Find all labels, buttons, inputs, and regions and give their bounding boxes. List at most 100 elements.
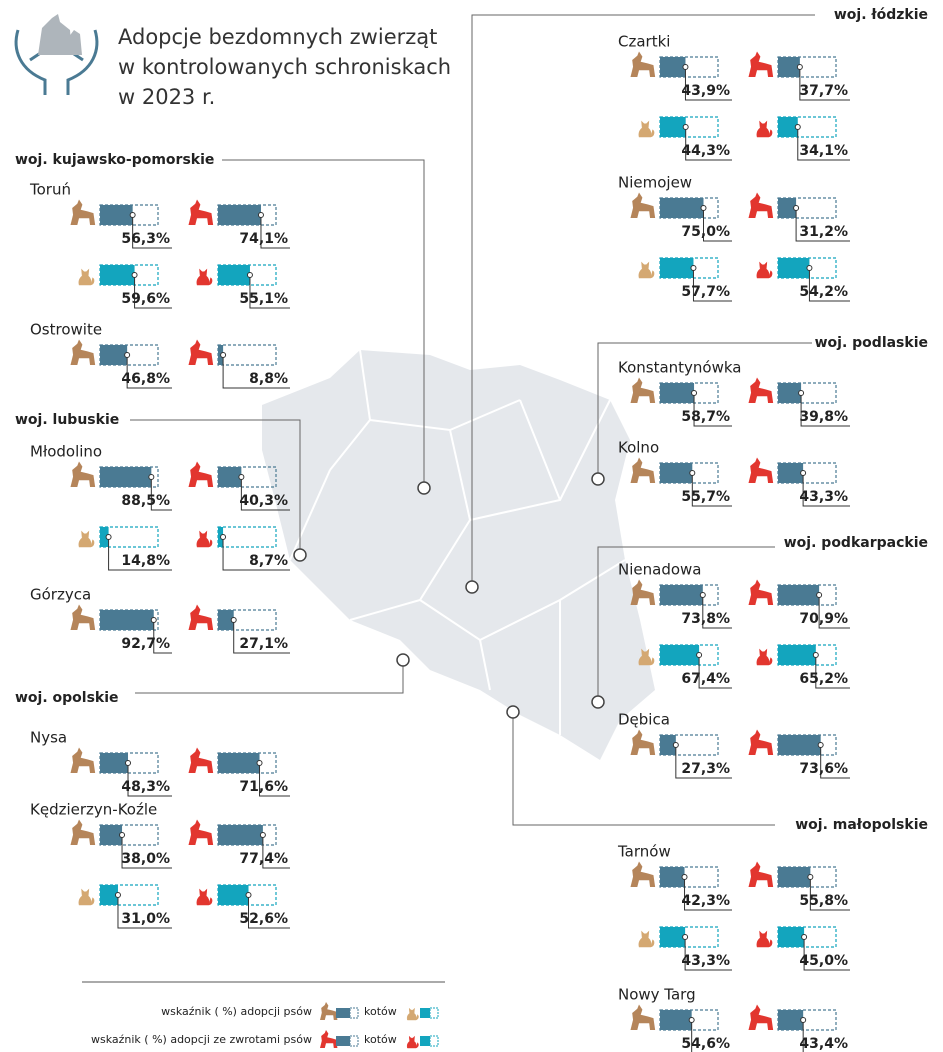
connector-line: [222, 159, 425, 488]
leader-line: [150, 477, 172, 511]
cat-icon: [756, 930, 773, 948]
value-label: 71,6%: [239, 779, 288, 795]
bar: [778, 198, 797, 218]
leader-line: [800, 393, 850, 427]
dog-icon: [748, 861, 774, 887]
dog-icon: [630, 377, 656, 403]
shelter-name: Nowy Targ: [618, 986, 696, 1004]
bar-end-dot: [699, 592, 706, 598]
bar: [100, 753, 129, 773]
cat-icon: [406, 1035, 419, 1049]
bar: [660, 57, 686, 77]
dog-icon: [630, 51, 656, 77]
bar-end-dot: [806, 265, 813, 271]
value-label: 73,8%: [681, 611, 730, 627]
value-label: 44,3%: [681, 143, 730, 159]
value-label: 92,7%: [121, 636, 170, 652]
bar: [660, 117, 686, 137]
legend-label: kotów: [364, 1005, 397, 1018]
cat-icon: [196, 888, 213, 906]
value-label: 58,7%: [681, 409, 730, 425]
bar-end-dot: [119, 832, 126, 838]
dog-icon: [70, 747, 96, 773]
region-label: woj. kujawsko-pomorskie: [15, 152, 214, 168]
dog-icon: [70, 199, 96, 225]
bar-end-dot: [689, 470, 696, 476]
value-label: 52,6%: [239, 911, 288, 927]
bar: [778, 585, 820, 605]
cat-icon: [78, 268, 95, 286]
bar: [100, 467, 152, 487]
bar: [660, 735, 676, 755]
bar: [778, 57, 800, 77]
bar-end-dot: [793, 205, 800, 211]
cat-icon: [756, 120, 773, 138]
leader-line: [703, 208, 732, 242]
bar-track: [217, 344, 277, 366]
bar: [100, 527, 109, 547]
leader-line: [132, 215, 172, 249]
bar-end-dot: [259, 832, 266, 838]
cat-icon: [78, 888, 95, 906]
map: [262, 349, 655, 760]
leader-line: [799, 67, 850, 101]
bar: [660, 198, 704, 218]
value-label: 55,1%: [239, 291, 288, 307]
dog-icon: [630, 861, 656, 887]
bar-end-dot: [682, 124, 689, 130]
value-label: 46,8%: [121, 371, 170, 387]
connector-line: [512, 712, 775, 826]
dog-icon: [748, 51, 774, 77]
shelter-name: Ostrowite: [30, 321, 102, 339]
leader-line: [222, 355, 290, 389]
bar-end-dot: [114, 892, 121, 898]
value-label: 67,4%: [681, 671, 730, 687]
dog-icon: [748, 457, 774, 483]
dog-icon: [70, 339, 96, 365]
bar-track: [217, 526, 277, 548]
region-label: woj. opolskie: [15, 690, 119, 706]
legend-label: kotów: [364, 1033, 397, 1046]
bar-end-dot: [800, 470, 807, 476]
bar: [100, 265, 135, 285]
region-label: woj. małopolskie: [795, 817, 928, 833]
bar: [218, 205, 261, 225]
leader-line: [153, 620, 172, 654]
leader-line: [815, 655, 850, 689]
cat-icon: [78, 530, 95, 548]
leader-line: [260, 215, 290, 249]
value-label: 55,7%: [681, 489, 730, 505]
bar: [100, 885, 118, 905]
dog-icon: [630, 457, 656, 483]
dog-icon: [748, 192, 774, 218]
dog-icon: [748, 1004, 774, 1030]
bar: [660, 645, 700, 665]
value-label: 70,9%: [799, 611, 848, 627]
leader-line: [685, 127, 732, 161]
bar: [218, 825, 263, 845]
bar-end-dot: [690, 265, 697, 271]
bar: [218, 885, 249, 905]
leader-line: [121, 835, 172, 869]
cat-icon: [638, 648, 655, 666]
region-dot: [465, 580, 479, 594]
bar: [778, 735, 821, 755]
leader-line: [249, 275, 290, 309]
bar-end-dot: [220, 352, 227, 358]
legend-swatch: [349, 1035, 359, 1047]
value-label: 56,3%: [121, 231, 170, 247]
value-label: 55,8%: [799, 893, 848, 909]
region-dot: [591, 695, 605, 709]
value-label: 27,3%: [681, 761, 730, 777]
region-dot: [293, 548, 307, 562]
bar-end-dot: [131, 272, 138, 278]
leader-line: [259, 763, 290, 797]
bar: [100, 825, 123, 845]
shelter-name: Nienadowa: [618, 561, 701, 579]
connector-line: [471, 14, 815, 587]
dog-icon: [70, 604, 96, 630]
leader-line: [795, 208, 850, 242]
value-label: 54,2%: [799, 284, 848, 300]
bar-end-dot: [681, 874, 688, 880]
value-label: 48,3%: [121, 779, 170, 795]
